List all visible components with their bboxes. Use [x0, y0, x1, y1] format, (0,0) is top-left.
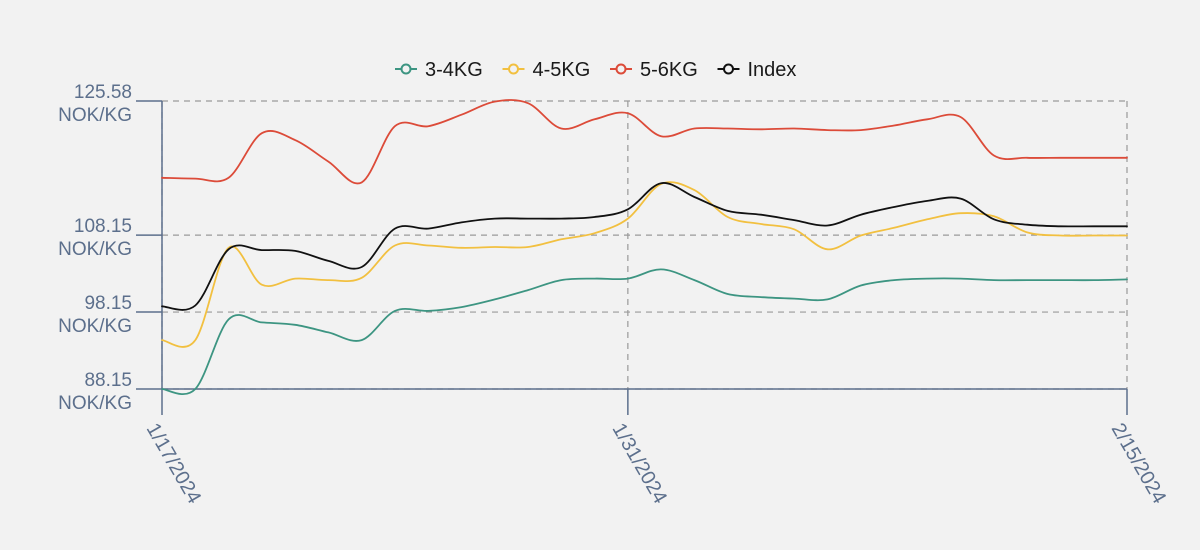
y-axis-ticks: 88.15NOK/KG98.15NOK/KG108.15NOK/KG125.58… [58, 82, 132, 414]
legend-swatch-marker [400, 63, 412, 75]
x-tick-label-1-17-2024: 1/17/2024 [142, 420, 206, 508]
x-tick-label-2-15-2024: 2/15/2024 [1107, 420, 1171, 508]
legend-label: 4-5KG [533, 59, 591, 81]
series-line-5-6kg [161, 99, 1128, 185]
y-tick-unit: NOK/KG [58, 316, 132, 337]
y-tick-value: 98.15 [84, 293, 132, 314]
y-tick-unit: NOK/KG [58, 239, 132, 260]
series-lines [161, 99, 1128, 395]
legend-item-index[interactable]: Index [717, 59, 797, 81]
legend-swatch-marker [615, 63, 627, 75]
series-line-3-4kg [161, 268, 1128, 395]
x-tick-label-1-31-2024: 1/31/2024 [608, 420, 672, 508]
legend-item-5-6kg[interactable]: 5-6KG [610, 59, 698, 81]
legend: 3-4KG 4-5KG 5-6KG Index [395, 59, 796, 81]
legend-item-3-4kg[interactable]: 3-4KG [395, 59, 483, 81]
y-tick-value: 125.58 [74, 82, 132, 103]
legend-item-4-5kg[interactable]: 4-5KG [502, 59, 591, 81]
axes [136, 100, 1128, 415]
y-tick-unit: NOK/KG [58, 105, 132, 126]
legend-swatch-marker [508, 63, 519, 75]
y-tick-value: 88.15 [84, 370, 132, 391]
x-axis-ticks: 1/17/2024 1/31/2024 2/15/2024 [142, 420, 1171, 508]
legend-label: 3-4KG [425, 59, 483, 81]
legend-swatch-marker [723, 63, 734, 75]
y-tick-value: 108.15 [74, 216, 132, 237]
y-tick-unit: NOK/KG [58, 393, 132, 414]
legend-label: 5-6KG [640, 59, 698, 81]
legend-label: Index [748, 59, 797, 81]
series-line-index [161, 182, 1128, 311]
series-line-4-5kg [161, 181, 1128, 348]
